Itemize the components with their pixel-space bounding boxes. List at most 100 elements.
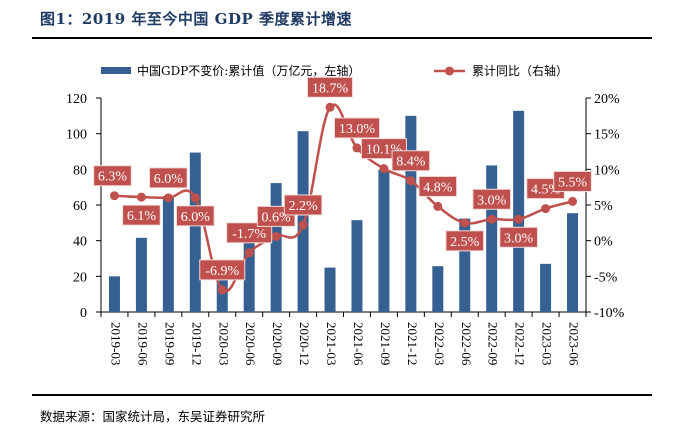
- chart: 中国GDP不变价:累计值（万亿元，左轴） 累计同比（右轴） 0 20 40 60 80 1…: [66, 63, 625, 366]
- line-marker: [109, 191, 119, 201]
- data-label-box: [307, 76, 354, 98]
- bar: [324, 267, 336, 312]
- data-label-text: 2.5%: [450, 235, 480, 250]
- left-tick-label: 20: [73, 270, 87, 285]
- bar: [405, 115, 417, 312]
- data-label-box: [499, 226, 538, 248]
- data-label: 3.0%: [472, 188, 511, 210]
- bar: [135, 237, 147, 312]
- data-label-box: [391, 150, 431, 172]
- line-marker: [406, 176, 416, 186]
- line-marker: [514, 214, 524, 224]
- line-marker: [163, 193, 173, 203]
- line-series: [109, 102, 578, 295]
- line-marker: [244, 248, 254, 258]
- left-tick-label: 0: [80, 306, 87, 321]
- bar: [189, 152, 201, 312]
- x-tick-label: 2022-12: [513, 322, 528, 365]
- data-label-box: [226, 222, 273, 244]
- data-label-text: 13.0%: [339, 122, 376, 137]
- x-tick-label: 2019-06: [135, 322, 150, 366]
- data-label-text: 3.0%: [504, 231, 534, 246]
- line-marker: [298, 220, 308, 230]
- data-label-text: -6.9%: [205, 264, 239, 279]
- x-tick-label: 2023-03: [540, 322, 555, 365]
- x-tick-label: 2022-09: [486, 322, 501, 365]
- line-marker: [190, 193, 200, 203]
- x-tick-label: 2019-03: [108, 322, 123, 365]
- chart-title: 图1：2019 年至今中国 GDP 季度累计增速: [40, 10, 352, 28]
- line-marker: [460, 218, 470, 228]
- line-marker: [433, 201, 443, 211]
- line-marker: [541, 204, 551, 214]
- bar: [351, 220, 363, 312]
- right-tick-label: 10%: [594, 163, 620, 178]
- right-tick-label: 5%: [594, 199, 613, 214]
- x-tick-labels: 2019-03 2019-06 2019-09 2019-12 2020-03 2020-…: [108, 322, 581, 366]
- data-source: 数据来源：国家统计局，东吴证券研究所: [40, 409, 266, 424]
- data-label: 6.0%: [176, 205, 215, 227]
- legend-bar-swatch: [101, 67, 131, 74]
- data-label: 5.5%: [553, 170, 592, 192]
- bar: [243, 230, 255, 312]
- data-label-text: 6.3%: [98, 170, 128, 185]
- data-label-box: [122, 204, 161, 226]
- bar: [567, 213, 579, 312]
- bar: [459, 218, 471, 312]
- data-label: 6.1%: [122, 204, 161, 226]
- legend-line-marker: [445, 66, 454, 76]
- x-tick-label: 2023-06: [567, 322, 582, 366]
- data-label: 2.2%: [283, 194, 323, 216]
- data-label: 2.5%: [445, 230, 485, 252]
- data-label-box: [283, 194, 323, 216]
- legend-bar-label: 中国GDP不变价:累计值（万亿元，左轴）: [137, 63, 360, 78]
- data-label: 6.3%: [93, 165, 132, 187]
- bar: [540, 263, 552, 312]
- right-tick-label: -5%: [594, 270, 618, 285]
- data-label-box: [418, 175, 458, 197]
- left-tick-label: 40: [73, 235, 87, 250]
- data-label-text: 4.5%: [531, 183, 561, 198]
- data-label: 18.7%: [307, 76, 354, 98]
- data-label-text: 18.7%: [312, 81, 349, 96]
- data-label-box: [149, 167, 188, 189]
- data-label-box: [472, 188, 511, 210]
- x-tick-label: 2021-03: [324, 322, 339, 365]
- x-tick-label: 2019-12: [189, 322, 204, 365]
- data-label-box: [199, 259, 246, 281]
- data-label: 8.4%: [391, 150, 431, 172]
- left-tick-label: 100: [66, 128, 87, 143]
- left-tick-label: 60: [73, 199, 87, 214]
- bar: [486, 165, 498, 312]
- line-marker: [325, 102, 335, 112]
- data-label-box: [553, 170, 592, 192]
- x-tick-label: 2022-03: [432, 322, 447, 365]
- line-marker: [271, 231, 281, 241]
- bar: [162, 196, 174, 312]
- data-label: -1.7%: [226, 222, 273, 244]
- x-tick-label: 2021-12: [405, 322, 420, 365]
- data-label-text: 4.8%: [423, 180, 453, 195]
- legend: 中国GDP不变价:累计值（万亿元，左轴） 累计同比（右轴）: [101, 63, 568, 78]
- data-labels: 6.3% 6.1% 6.0% 6.0% -6.9% -1.7% 0.6%2.2% 18.7% 1…: [93, 76, 592, 281]
- x-tick-label: 2021-09: [378, 322, 393, 365]
- data-label-box: [445, 230, 485, 252]
- data-label-text: 6.1%: [127, 209, 157, 224]
- x-tick-label: 2020-03: [216, 322, 231, 365]
- line-marker: [217, 285, 227, 295]
- line-marker: [568, 196, 578, 206]
- axes: 0 20 40 60 80 100 120 -10% -5% 0% 5% 10% 15% 20%: [66, 92, 625, 321]
- x-tick-label: 2019-09: [162, 322, 177, 365]
- data-label-text: 2.2%: [288, 199, 318, 214]
- footer-rule: [32, 394, 652, 396]
- data-label-box: [176, 205, 215, 227]
- data-label: 3.0%: [499, 226, 538, 248]
- left-tick-label: 80: [73, 163, 87, 178]
- line-marker: [352, 143, 362, 153]
- line-marker: [379, 164, 389, 174]
- right-tick-label: 15%: [594, 128, 620, 143]
- x-tick-label: 2020-12: [297, 322, 312, 365]
- line-marker: [136, 192, 146, 202]
- line-marker: [487, 214, 497, 224]
- data-label: 6.0%: [149, 167, 188, 189]
